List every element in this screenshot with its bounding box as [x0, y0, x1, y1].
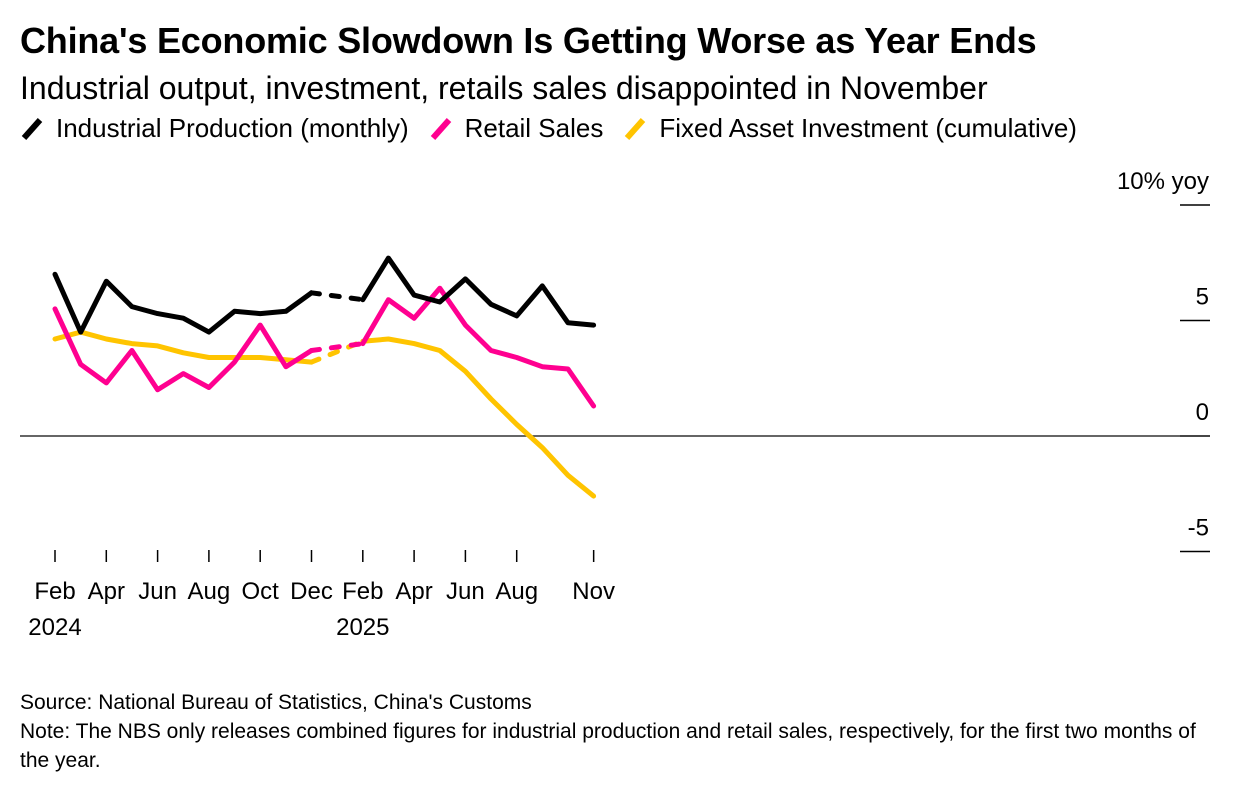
series-line	[360, 285, 597, 409]
chart-title: China's Economic Slowdown Is Getting Wor…	[20, 20, 1037, 61]
y-tick-label: 0	[1196, 399, 1209, 426]
x-tick-label: Oct	[242, 578, 280, 605]
footer: Source: National Bureau of Statistics, C…	[20, 688, 1220, 775]
legend-swatch-icon	[430, 117, 451, 140]
legend-label: Fixed Asset Investment (cumulative)	[659, 113, 1077, 143]
x-tick-label: Dec	[290, 578, 333, 605]
series-gap-dashed	[309, 290, 366, 303]
legend-item-retail-sales: Retail Sales	[429, 113, 604, 144]
legend-swatch-icon	[21, 117, 43, 140]
series-gap-dashed	[309, 341, 366, 353]
legend-swatch-icon	[625, 117, 646, 140]
series-line	[52, 329, 314, 365]
legend: Industrial Production (monthly) Retail S…	[20, 113, 1097, 144]
y-tick-label: 5	[1196, 284, 1209, 311]
series-line	[52, 271, 314, 335]
series-line	[360, 336, 597, 499]
x-tick-label: Jun	[138, 578, 177, 605]
x-tick-label: Jun	[446, 578, 485, 605]
chart-subtitle: Industrial output, investment, retails s…	[20, 70, 988, 106]
x-tick-label: Apr	[395, 578, 432, 605]
x-year-label: 2024	[28, 614, 81, 641]
source-note: Source: National Bureau of Statistics, C…	[20, 691, 532, 714]
x-year-label: 2025	[336, 614, 389, 641]
x-tick-label: Feb	[34, 578, 75, 605]
x-tick-label: Feb	[342, 578, 383, 605]
y-tick-label: 10% yoy	[1117, 168, 1209, 195]
legend-item-fixed-asset-investment: Fixed Asset Investment (cumulative)	[623, 113, 1077, 144]
legend-label: Retail Sales	[464, 113, 604, 143]
x-tick-label: Aug	[495, 578, 538, 605]
x-tick-label: Nov	[572, 578, 615, 605]
legend-label: Industrial Production (monthly)	[56, 113, 409, 143]
y-tick-label: -5	[1188, 515, 1209, 542]
series-line	[360, 255, 597, 328]
legend-item-industrial-production: Industrial Production (monthly)	[20, 113, 409, 144]
series-line	[52, 306, 314, 393]
x-tick-label: Apr	[88, 578, 125, 605]
x-tick-label: Aug	[188, 578, 231, 605]
footnote: Note: The NBS only releases combined fig…	[20, 720, 1196, 772]
line-chart: 10% yoy 5 0 -5 Feb 2024 Apr Jun Aug Oct Dec Feb 2025…	[20, 168, 1210, 641]
